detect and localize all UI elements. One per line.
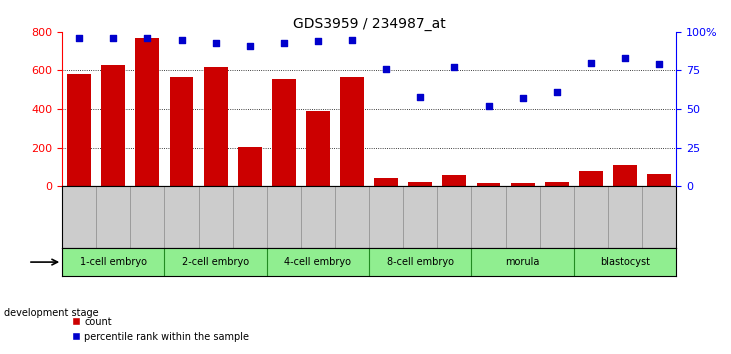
Bar — [613, 165, 637, 186]
Point — [380, 66, 392, 72]
Bar — [409, 182, 432, 186]
Text: blastocyst: blastocyst — [600, 257, 650, 267]
Text: 2-cell embryo: 2-cell embryo — [182, 257, 249, 267]
Bar — [477, 183, 501, 186]
Point — [346, 37, 358, 42]
Point — [107, 35, 119, 41]
Bar — [272, 79, 296, 186]
Bar — [170, 77, 194, 186]
Bar — [306, 111, 330, 186]
Point — [244, 43, 256, 48]
Bar — [67, 74, 91, 186]
Bar — [545, 182, 569, 186]
Point — [551, 89, 563, 95]
Bar — [135, 38, 159, 186]
Point — [619, 55, 631, 61]
Point — [142, 35, 154, 41]
Title: GDS3959 / 234987_at: GDS3959 / 234987_at — [293, 17, 445, 31]
Point — [73, 35, 85, 41]
Bar — [442, 175, 466, 186]
Bar — [647, 174, 671, 186]
Legend: count, percentile rank within the sample: count, percentile rank within the sample — [67, 313, 254, 346]
Point — [175, 37, 187, 42]
Bar — [511, 183, 534, 186]
Bar — [238, 147, 262, 186]
Text: 8-cell embryo: 8-cell embryo — [387, 257, 454, 267]
Bar — [340, 77, 364, 186]
Text: development stage: development stage — [4, 308, 98, 318]
Point — [312, 38, 324, 44]
Text: 1-cell embryo: 1-cell embryo — [80, 257, 147, 267]
Point — [278, 40, 289, 46]
Bar — [204, 67, 227, 186]
Bar — [102, 65, 125, 186]
Point — [517, 96, 529, 101]
Text: 4-cell embryo: 4-cell embryo — [284, 257, 352, 267]
Point — [449, 64, 461, 70]
Point — [482, 103, 494, 109]
Point — [414, 94, 426, 99]
Bar — [374, 178, 398, 186]
Point — [654, 62, 665, 67]
Point — [210, 40, 221, 46]
Point — [585, 60, 596, 65]
Text: morula: morula — [505, 257, 540, 267]
Bar — [579, 171, 603, 186]
